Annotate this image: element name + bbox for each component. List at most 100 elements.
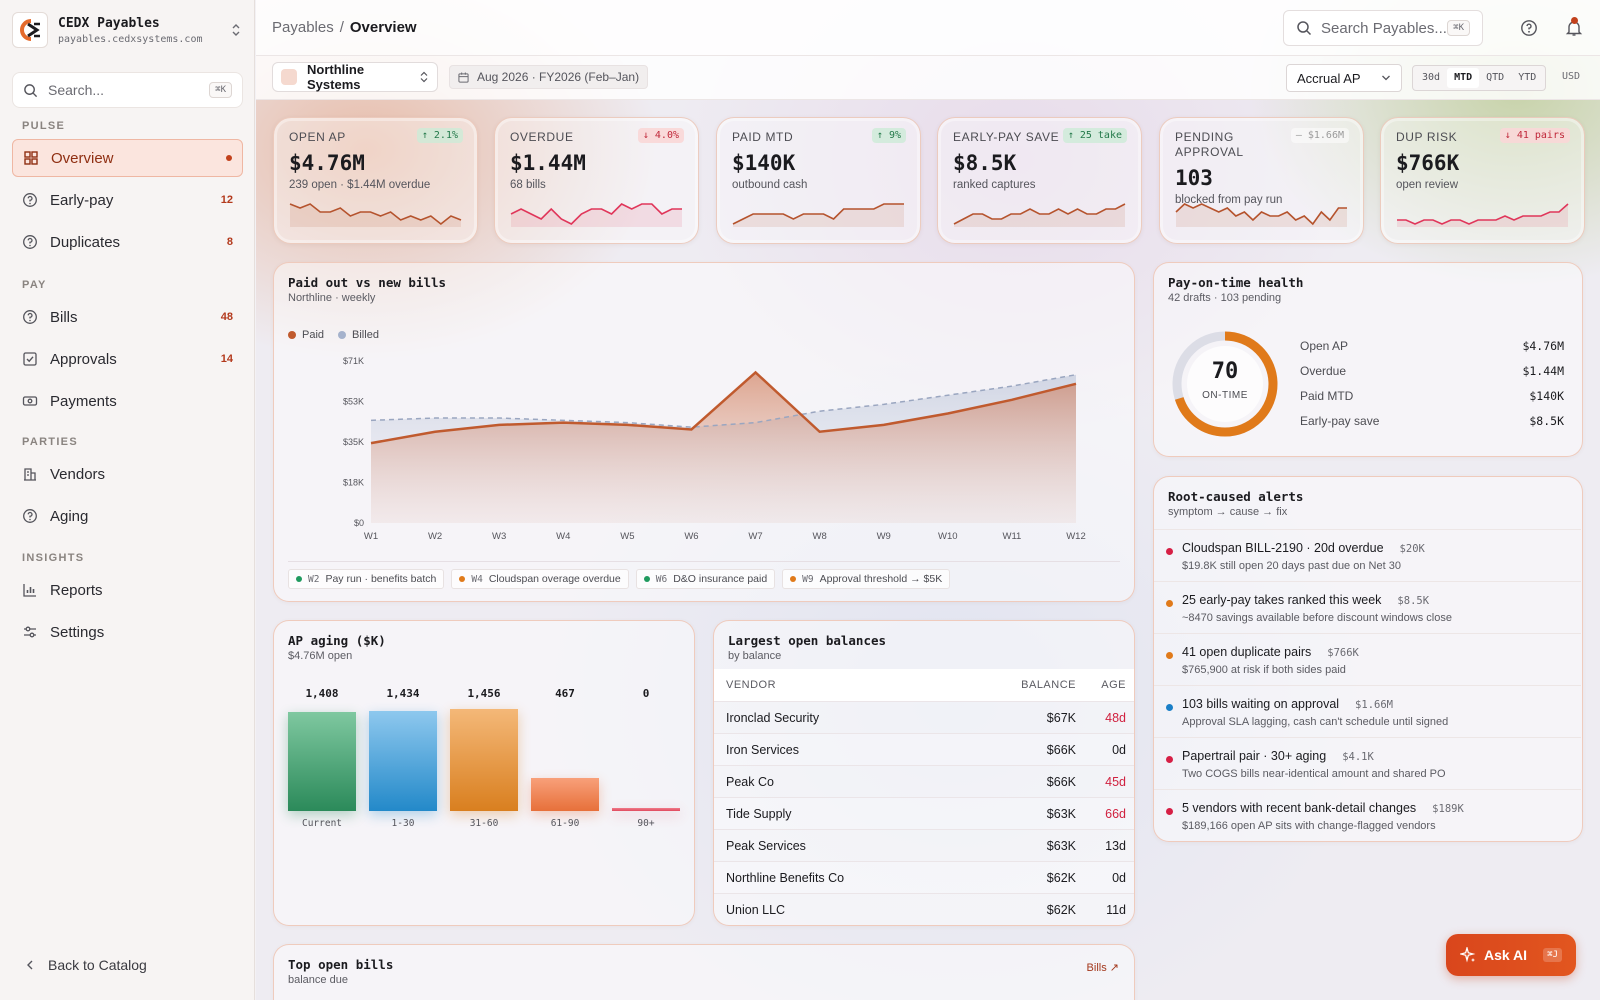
table-row[interactable]: Peak Co $66K 45d xyxy=(714,765,1134,797)
aging-bar[interactable] xyxy=(612,808,680,811)
paid-data-point[interactable] xyxy=(814,426,826,438)
range-qtd[interactable]: QTD xyxy=(1486,72,1505,83)
billed-data-point[interactable] xyxy=(878,398,890,410)
alert-item[interactable]: 41 open duplicate pairs $766K $765,900 at … xyxy=(1154,633,1581,685)
paid-data-point[interactable] xyxy=(1006,394,1018,406)
sidebar-item-label: Settings xyxy=(50,623,105,641)
column-header-balance[interactable]: BALANCE xyxy=(1021,679,1076,691)
table-row[interactable]: Ironclad Security $67K 48d xyxy=(714,701,1134,733)
y-tick-label: $18K xyxy=(343,478,364,488)
column-header-vendor[interactable]: VENDOR xyxy=(726,679,777,691)
sidebar-search[interactable]: Search... ⌘K xyxy=(12,72,243,108)
entity-selector[interactable]: Northline Systems xyxy=(272,62,438,92)
legend-item-billed[interactable]: Billed xyxy=(338,329,379,341)
paid-data-point[interactable] xyxy=(429,426,441,438)
vendor-cell: Peak Services xyxy=(726,838,806,853)
table-row[interactable]: Northline Benefits Co $62K 0d xyxy=(714,861,1134,893)
paid-data-point[interactable] xyxy=(365,437,377,449)
sidebar-item-payments[interactable]: Payments xyxy=(12,382,243,420)
aging-bar[interactable] xyxy=(450,709,518,811)
sidebar-item-label: Approvals xyxy=(50,350,117,368)
kpi-subtext: outbound cash xyxy=(732,179,808,191)
range-ytd[interactable]: YTD xyxy=(1518,72,1537,83)
alert-amount: $766K xyxy=(1327,647,1359,659)
kpi-card[interactable]: OVERDUE ↓ 4.0% $1.44M 68 bills xyxy=(494,117,699,244)
panel-title: Top open bills xyxy=(288,957,394,972)
gauge-label: ON-TIME xyxy=(1202,390,1248,401)
sidebar-item-settings[interactable]: Settings xyxy=(12,613,243,651)
kpi-card[interactable]: DUP RISK ↓ 41 pairs $766K open review xyxy=(1380,117,1585,244)
column-header-age[interactable]: AGE xyxy=(1101,679,1126,691)
alert-item[interactable]: 25 early-pay takes ranked this week $8.5K… xyxy=(1154,581,1581,633)
chart-annotation-chip[interactable]: W4 Cloudspan overage overdue xyxy=(451,569,629,589)
kpi-card[interactable]: EARLY-PAY SAVE ↑ 25 take $8.5K ranked captu… xyxy=(937,117,1142,244)
sidebar-item-early-pay[interactable]: Early-pay 12 xyxy=(12,181,243,219)
sidebar-item-duplicates[interactable]: Duplicates 8 xyxy=(12,223,243,261)
paid-data-point[interactable] xyxy=(942,407,954,419)
accounting-basis-select[interactable]: Accrual AP xyxy=(1286,64,1402,92)
sidebar-item-approvals[interactable]: Approvals 14 xyxy=(12,340,243,378)
table-row[interactable]: Peak Services $63K 13d xyxy=(714,829,1134,861)
breadcrumb-root[interactable]: Payables xyxy=(272,19,334,36)
banknote-icon xyxy=(22,396,38,406)
period-selector[interactable]: Aug 2026 · FY2026 (Feb–Jan) xyxy=(449,65,649,89)
panel-subtitle: symptom → cause → fix xyxy=(1168,506,1288,518)
billed-data-point[interactable] xyxy=(1006,380,1018,392)
back-to-catalog-link[interactable]: Back to Catalog xyxy=(24,957,147,973)
chart-annotation-chip[interactable]: W2 Pay run · benefits batch xyxy=(288,569,445,589)
help-icon[interactable] xyxy=(1520,19,1538,37)
table-row[interactable]: Tide Supply $63K 66d xyxy=(714,797,1134,829)
billed-data-point[interactable] xyxy=(1070,369,1082,381)
legend-item-paid[interactable]: Paid xyxy=(288,329,324,341)
sparkline-line xyxy=(732,203,904,225)
paid-data-point[interactable] xyxy=(878,419,890,431)
billed-data-point[interactable] xyxy=(685,421,697,433)
paid-data-point[interactable] xyxy=(750,366,762,378)
range-mtd[interactable]: MTD xyxy=(1447,68,1480,88)
x-tick-label: W12 xyxy=(1066,531,1086,542)
billed-data-point[interactable] xyxy=(621,417,633,429)
alert-item[interactable]: Cloudspan BILL-2190 · 20d overdue $20K $19… xyxy=(1154,529,1581,581)
kpi-card[interactable]: PENDING APPROVAL – $1.66M 103 blocked from … xyxy=(1159,117,1364,244)
billed-data-point[interactable] xyxy=(429,412,441,424)
billed-data-point[interactable] xyxy=(365,414,377,426)
aging-bar[interactable] xyxy=(288,712,356,811)
workspace-switcher[interactable]: CEDX Payables payables.cedxsystems.com xyxy=(12,12,244,48)
ask-ai-button[interactable]: Ask AI ⌘J xyxy=(1446,934,1576,976)
sidebar-item-vendors[interactable]: Vendors xyxy=(12,455,243,493)
table-row[interactable]: Union LLC $62K 11d xyxy=(714,893,1134,925)
sidebar-item-bills[interactable]: Bills 48 xyxy=(12,298,243,336)
kpi-subtext: ranked captures xyxy=(953,179,1036,191)
vendor-cell: Iron Services xyxy=(726,742,799,757)
kpi-value: $8.5K xyxy=(953,151,1017,175)
x-tick-label: W4 xyxy=(556,531,570,542)
billed-data-point[interactable] xyxy=(557,414,569,426)
billed-data-point[interactable] xyxy=(814,405,826,417)
alert-amount: $20K xyxy=(1399,543,1425,555)
billed-data-point[interactable] xyxy=(493,412,505,424)
global-search-input[interactable]: Search Payables... ⌘K xyxy=(1283,10,1483,46)
sidebar-item-label: Overview xyxy=(51,149,114,167)
chart-annotation-chip[interactable]: W9 Approval threshold → $5K xyxy=(782,569,951,589)
sidebar-item-reports[interactable]: Reports xyxy=(12,571,243,609)
billed-data-point[interactable] xyxy=(750,417,762,429)
alert-item[interactable]: 103 bills waiting on approval $1.66M Appro… xyxy=(1154,685,1581,737)
sparkline-line xyxy=(1397,203,1569,225)
table-row[interactable]: Iron Services $66K 0d xyxy=(714,733,1134,765)
search-shortcut: ⌘K xyxy=(209,82,232,98)
range-30d[interactable]: 30d xyxy=(1422,72,1441,83)
chart-annotation-chip[interactable]: W6 D&O insurance paid xyxy=(635,569,776,589)
sidebar-item-count: 48 xyxy=(220,311,233,323)
billed-data-point[interactable] xyxy=(942,389,954,401)
kpi-card[interactable]: OPEN AP ↑ 2.1% $4.76M 239 open · $1.44M ove… xyxy=(273,117,478,244)
aging-bar[interactable] xyxy=(531,778,599,811)
sidebar-item-overview[interactable]: Overview xyxy=(12,139,243,177)
aging-bar[interactable] xyxy=(369,710,437,811)
alert-item[interactable]: Papertrail pair · 30+ aging $4.1K Two COGS… xyxy=(1154,737,1581,789)
alert-item[interactable]: 5 vendors with recent bank-detail change… xyxy=(1154,789,1581,841)
sidebar-item-aging[interactable]: Aging xyxy=(12,497,243,535)
view-bills-link[interactable]: Bills ↗ xyxy=(1086,962,1119,974)
kpi-card[interactable]: PAID MTD ↑ 9% $140K outbound cash xyxy=(716,117,921,244)
annotation-week: W2 xyxy=(308,573,320,585)
alert-headline: 5 vendors with recent bank-detail change… xyxy=(1182,799,1569,817)
